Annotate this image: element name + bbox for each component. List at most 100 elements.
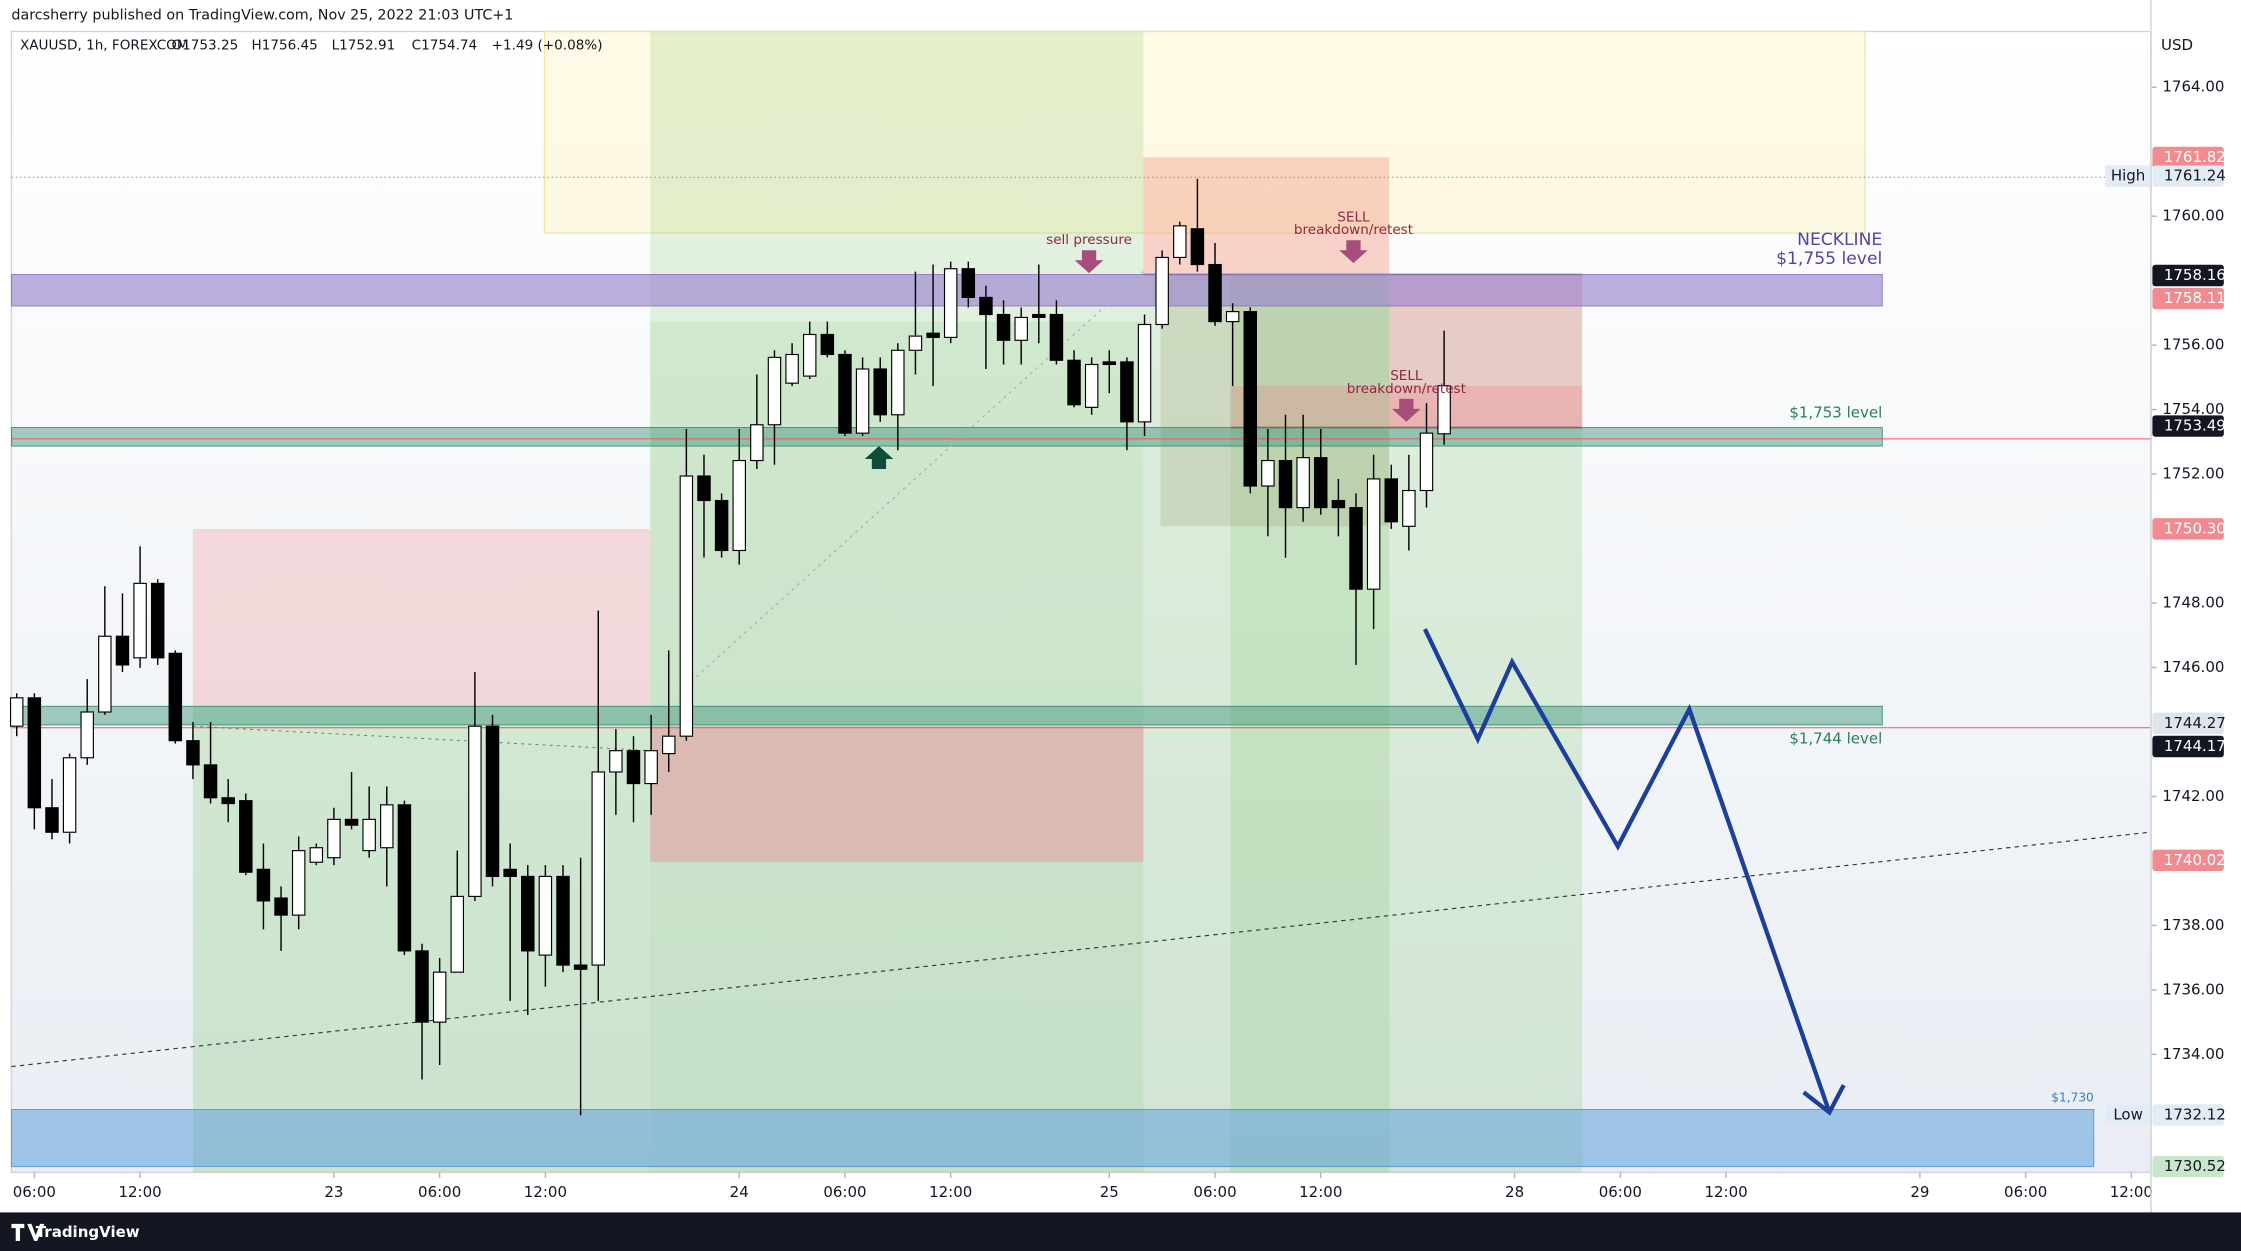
x-tick-label: 06:00 bbox=[823, 1183, 866, 1201]
ohlc-value: L1752.91 bbox=[332, 38, 396, 54]
candle-body bbox=[750, 424, 764, 462]
candle-body bbox=[996, 313, 1011, 341]
candle-body bbox=[556, 875, 570, 966]
candle-body bbox=[344, 818, 359, 826]
y-tick-label: 1738.00 bbox=[2162, 916, 2224, 934]
x-tick-label: 06:00 bbox=[1599, 1183, 1642, 1201]
published-line: darcsherry published on TradingView.com,… bbox=[11, 8, 513, 24]
candle-body bbox=[1173, 225, 1187, 259]
candle-body bbox=[1402, 489, 1416, 527]
x-tick-label: 24 bbox=[730, 1183, 749, 1201]
zone-red bbox=[650, 726, 1144, 863]
zone-red bbox=[192, 528, 651, 705]
candle-body bbox=[450, 895, 465, 973]
price-badge-label: 1753.49 bbox=[2164, 417, 2226, 435]
x-tick-label: 12:00 bbox=[118, 1183, 161, 1201]
candle-body bbox=[943, 268, 958, 338]
candle-body bbox=[1384, 478, 1398, 523]
logo bbox=[11, 1223, 45, 1241]
y-tick-label: 1754.00 bbox=[2162, 400, 2224, 418]
candle-body bbox=[838, 353, 852, 434]
y-tick-label: 1746.00 bbox=[2162, 658, 2224, 676]
candle-body bbox=[1331, 499, 1346, 509]
candle-body bbox=[873, 368, 887, 416]
candle-body bbox=[415, 950, 429, 1023]
price-badge-label: 1761.82 bbox=[2164, 148, 2226, 166]
candle-body bbox=[432, 971, 447, 1023]
candle-body bbox=[926, 332, 940, 338]
level-label: $1,755 level bbox=[1776, 249, 1882, 269]
candle-body bbox=[855, 368, 870, 434]
price-badge-label: 1730.52 bbox=[2164, 1157, 2226, 1175]
candle-body bbox=[45, 807, 59, 833]
candle-body bbox=[485, 725, 500, 877]
candle-body bbox=[732, 459, 746, 552]
y-tick-label: 1756.00 bbox=[2162, 336, 2224, 354]
candle-body bbox=[697, 475, 711, 502]
candle-body bbox=[662, 735, 676, 755]
candle-body bbox=[802, 333, 817, 377]
trendline bbox=[11, 831, 2152, 1068]
candle-body bbox=[1190, 228, 1205, 266]
price-badge bbox=[2152, 264, 2224, 287]
candle-body bbox=[1049, 313, 1064, 361]
x-tick-label: 25 bbox=[1100, 1183, 1119, 1201]
candle-body bbox=[1243, 311, 1258, 487]
annotations: sell pressure SELL breakdown/retest SELL… bbox=[864, 209, 2094, 1116]
price-badge bbox=[2152, 1155, 2224, 1178]
candle-body bbox=[1084, 363, 1099, 408]
annotation: breakdown/retest bbox=[1294, 222, 1413, 238]
down-arrow bbox=[1339, 240, 1368, 264]
candle-body bbox=[714, 499, 729, 552]
ohlc-value: +1.49 (+0.08%) bbox=[492, 38, 603, 54]
price-badge-label: 1761.24 bbox=[2164, 167, 2226, 185]
candles bbox=[9, 178, 1451, 1116]
candle-body bbox=[27, 697, 42, 809]
x-tick-label: 28 bbox=[1505, 1183, 1524, 1201]
price-badge-label: 1732.12 bbox=[2164, 1105, 2226, 1123]
down-arrow bbox=[1074, 250, 1104, 274]
candle-body bbox=[115, 635, 130, 666]
candle-body bbox=[291, 850, 306, 916]
candle-body bbox=[239, 800, 253, 873]
price-badge-label: 1758.11 bbox=[2164, 289, 2226, 307]
candle-body bbox=[327, 818, 341, 859]
x-tick-label: 29 bbox=[1910, 1183, 1929, 1201]
candle-body bbox=[1067, 359, 1081, 406]
candle-body bbox=[62, 757, 77, 833]
currency: USD bbox=[2161, 36, 2193, 54]
zone-gray bbox=[1160, 274, 1390, 527]
candle-body bbox=[1296, 457, 1310, 509]
candle-body bbox=[1278, 459, 1293, 509]
candle-body bbox=[908, 335, 923, 351]
candle-body bbox=[362, 818, 376, 852]
candle-body bbox=[1349, 507, 1363, 590]
candle-body bbox=[979, 296, 993, 316]
footer-text: TradingView bbox=[36, 1223, 140, 1241]
down-arrow bbox=[1392, 398, 1421, 422]
price-badge bbox=[2152, 712, 2224, 735]
candle-body bbox=[256, 868, 271, 902]
price-badge-label: 1740.02 bbox=[2164, 851, 2226, 869]
y-tick-label: 1748.00 bbox=[2162, 594, 2224, 612]
price-badge-label: 1744.27 bbox=[2164, 714, 2226, 732]
annotation: SELL bbox=[1337, 209, 1370, 225]
ohlc-value: C1754.74 bbox=[412, 38, 478, 54]
candle-body bbox=[80, 711, 94, 759]
candle-body bbox=[9, 697, 24, 727]
candle-body bbox=[573, 964, 588, 970]
y-tick-label: 1734.00 bbox=[2162, 1045, 2224, 1063]
x-tick-label: 06:00 bbox=[1193, 1183, 1236, 1201]
price-badge bbox=[2152, 165, 2224, 187]
candle-body bbox=[785, 353, 799, 384]
price-badge-label: 1750.30 bbox=[2164, 519, 2226, 537]
trendline bbox=[192, 725, 651, 752]
candle-body bbox=[538, 875, 553, 956]
level-band bbox=[11, 705, 1883, 726]
candle-body bbox=[1419, 432, 1434, 492]
candle-body bbox=[98, 635, 112, 713]
candle-body bbox=[503, 868, 517, 877]
symbol-legend: XAUUSD, 1h, FOREXCOM O1753.25 H1756.45 L17… bbox=[20, 38, 603, 54]
